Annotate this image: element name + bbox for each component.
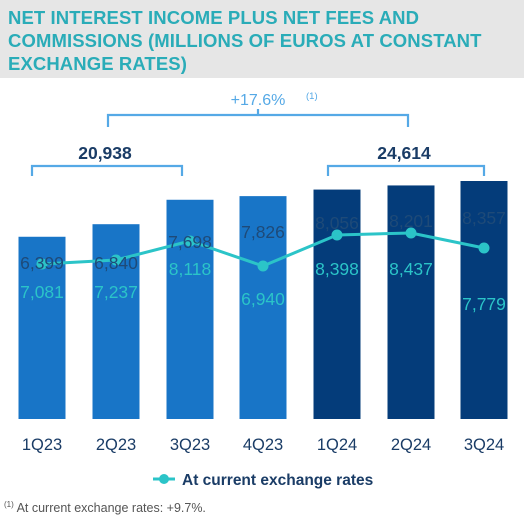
bar-1q24 <box>313 189 361 419</box>
line-point-2q23 <box>110 254 122 266</box>
line-point-1q23 <box>36 258 48 270</box>
x-tick-label: 1Q23 <box>22 436 62 454</box>
bar-value-label: 7,698 <box>168 232 212 252</box>
brackets: +17.6% (1) 20,938 24,614 <box>30 91 486 176</box>
line-value-label: 7,779 <box>462 294 506 314</box>
line-value-label: 8,398 <box>315 259 359 279</box>
bar-4q23 <box>239 196 287 419</box>
line-value-label: 6,940 <box>241 289 285 309</box>
x-tick-label: 2Q23 <box>96 436 136 454</box>
footnote-marker: (1) <box>4 500 14 509</box>
growth-marker: (1) <box>306 91 318 102</box>
growth-value: +17.6% <box>231 92 286 109</box>
footnote: (1) At current exchange rates: +9.7%. <box>4 500 206 515</box>
x-tick-label: 4Q23 <box>243 436 283 454</box>
line-point-1q24 <box>331 229 343 241</box>
line-value-label: 8,118 <box>169 259 212 279</box>
legend: At current exchange rates <box>153 472 373 489</box>
bar-value-label: 6,840 <box>94 253 138 273</box>
total-label-2: 24,614 <box>377 143 431 163</box>
line-value-label: 7,081 <box>20 282 64 302</box>
total-bracket-1 <box>30 164 184 176</box>
line-point-2q24 <box>405 227 417 239</box>
title-box: NET INTEREST INCOME PLUS NET FEES AND CO… <box>0 0 524 78</box>
total-bracket-2 <box>326 164 486 176</box>
line-series <box>36 227 490 272</box>
growth-bracket <box>106 113 410 127</box>
x-tick-label: 3Q24 <box>464 436 504 454</box>
footnote-text: At current exchange rates: +9.7%. <box>13 501 206 515</box>
chart-title: NET INTEREST INCOME PLUS NET FEES AND CO… <box>8 7 482 74</box>
x-tick-label: 1Q24 <box>317 436 357 454</box>
line-point-3q24 <box>478 242 490 254</box>
bar-value-label: 8,357 <box>462 208 506 228</box>
legend-marker <box>159 474 169 484</box>
line-point-3q23 <box>184 235 196 247</box>
bar-value-label: 8,201 <box>389 211 433 231</box>
line-value-label: 8,437 <box>389 259 433 279</box>
bar-value-label: 8,056 <box>315 213 359 233</box>
line-point-4q23 <box>257 260 269 272</box>
growth-label: +17.6% <box>231 92 286 109</box>
line-value-label: 7,237 <box>94 282 138 302</box>
x-axis-ticks: 1Q23 2Q23 3Q23 4Q23 1Q24 2Q24 3Q24 <box>22 436 504 454</box>
bar-2q24 <box>387 185 435 419</box>
total-label-1: 20,938 <box>78 143 132 163</box>
chart: +17.6% (1) 20,938 24,614 6,399 6,840 7,698 7,8… <box>18 91 508 489</box>
bar-value-label: 6,399 <box>20 253 64 273</box>
bar-3q24 <box>460 181 508 419</box>
legend-label: At current exchange rates <box>182 472 373 489</box>
x-tick-label: 3Q23 <box>170 436 210 454</box>
bar-value-label: 7,826 <box>241 222 285 242</box>
x-tick-label: 2Q24 <box>391 436 431 454</box>
labels: 6,399 6,840 7,698 7,826 8,056 8,201 8,357 7,081… <box>20 208 506 314</box>
